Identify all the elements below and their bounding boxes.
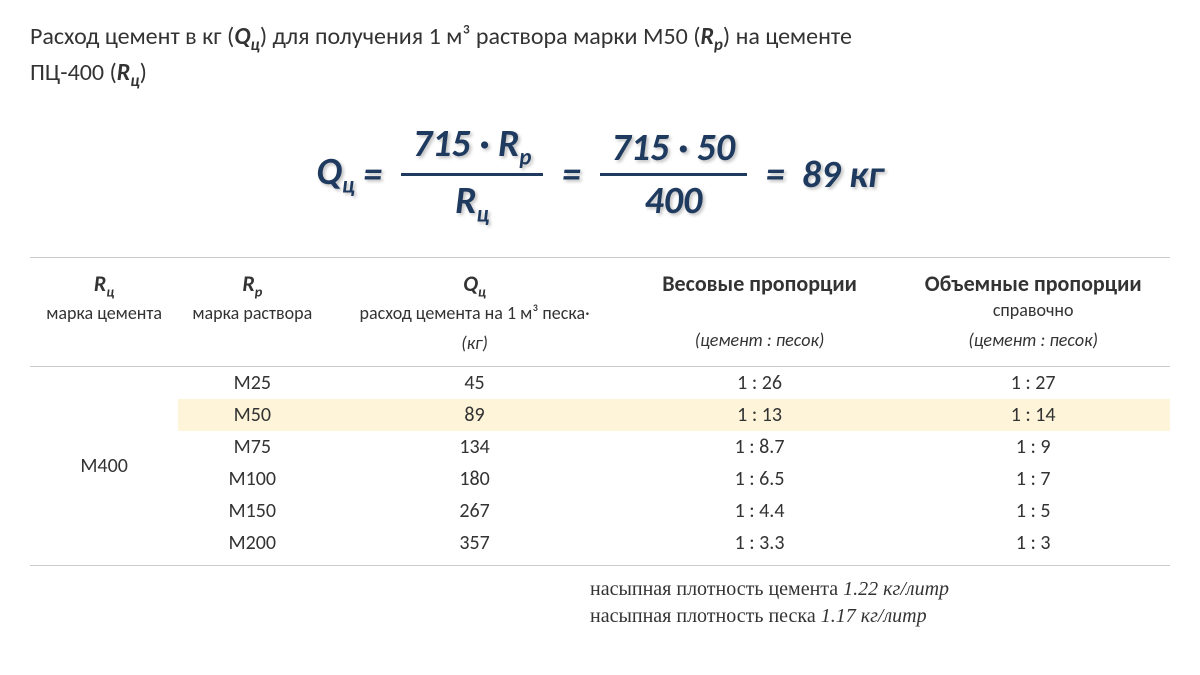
cell-q: 180 [326,463,622,495]
cell-w: 1 : 8.7 [623,431,897,463]
rc-symbol: Rц [117,58,140,87]
cell-w: 1 : 3.3 [623,527,897,566]
rp-symbol: Rр [701,22,723,51]
intro-part: ) на цементе [723,22,852,51]
intro-part: ) [140,58,147,87]
footnotes: насыпная плотность цемента 1.22 кг/литр … [30,576,1170,630]
cell-v: 1 : 7 [896,463,1170,495]
cell-v: 1 : 3 [896,527,1170,566]
cell-q: 89 [326,399,622,431]
cell-v: 1 : 5 [896,495,1170,527]
col-volume: Объемные пропорции справочно (цемент : п… [896,257,1170,366]
cell-w: 1 : 6.5 [623,463,897,495]
col-q: Qц расход цемента на 1 м³ песка· (кг) [326,257,622,366]
cell-v: 1 : 9 [896,431,1170,463]
formula-lhs: Qц [316,149,354,195]
intro-text: Расход цемент в кг (Qц) для получения 1 … [30,20,1170,93]
table-row: М1001801 : 6.51 : 7 [30,463,1170,495]
cell-rp: М150 [178,495,326,527]
footnote-cement: насыпная плотность цемента 1.22 кг/литр [590,576,1170,603]
q-symbol: Qц [234,22,260,51]
cell-rp: М100 [178,463,326,495]
intro-part: Расход цемент в кг ( [30,22,234,51]
cell-rp: М75 [178,431,326,463]
col-rc: Rц марка цемента [30,257,178,366]
cell-rp: М50 [178,399,326,431]
formula: Qц = 715 · Rр Rц = 715 · 50 400 = 89 кг [30,121,1170,229]
table-row: М751341 : 8.71 : 9 [30,431,1170,463]
footnote-sand: насыпная плотность песка 1.17 кг/литр [590,603,1170,630]
col-weight: Весовые пропорции (цемент : песок) [623,257,897,366]
intro-part: ПЦ-400 ( [30,58,117,87]
cell-q: 267 [326,495,622,527]
table-row: М50891 : 131 : 14 [30,399,1170,431]
cell-rp: М25 [178,367,326,400]
cell-v: 1 : 14 [896,399,1170,431]
proportions-table: Rц марка цемента Rр марка раствора Qц ра… [30,257,1170,566]
table-header-row: Rц марка цемента Rр марка раствора Qц ра… [30,257,1170,366]
cell-q: 134 [326,431,622,463]
table-row: М2003571 : 3.31 : 3 [30,527,1170,566]
cell-v: 1 : 27 [896,367,1170,400]
formula-result: 89 кг [793,152,883,198]
table-row: М400М25451 : 261 : 27 [30,367,1170,400]
formula-frac1: 715 · Rр Rц [401,121,544,229]
intro-part: ) для получения 1 м³ раствора марки М50 … [260,22,701,51]
cell-w: 1 : 4.4 [623,495,897,527]
table-row: М1502671 : 4.41 : 5 [30,495,1170,527]
cell-q: 357 [326,527,622,566]
formula-frac2: 715 · 50 400 [600,125,748,224]
cement-grade-cell: М400 [30,367,178,566]
cell-q: 45 [326,367,622,400]
cell-w: 1 : 26 [623,367,897,400]
cell-w: 1 : 13 [623,399,897,431]
table-body: М400М25451 : 261 : 27М50891 : 131 : 14М7… [30,367,1170,566]
cell-rp: М200 [178,527,326,566]
col-rp: Rр марка раствора [178,257,326,366]
